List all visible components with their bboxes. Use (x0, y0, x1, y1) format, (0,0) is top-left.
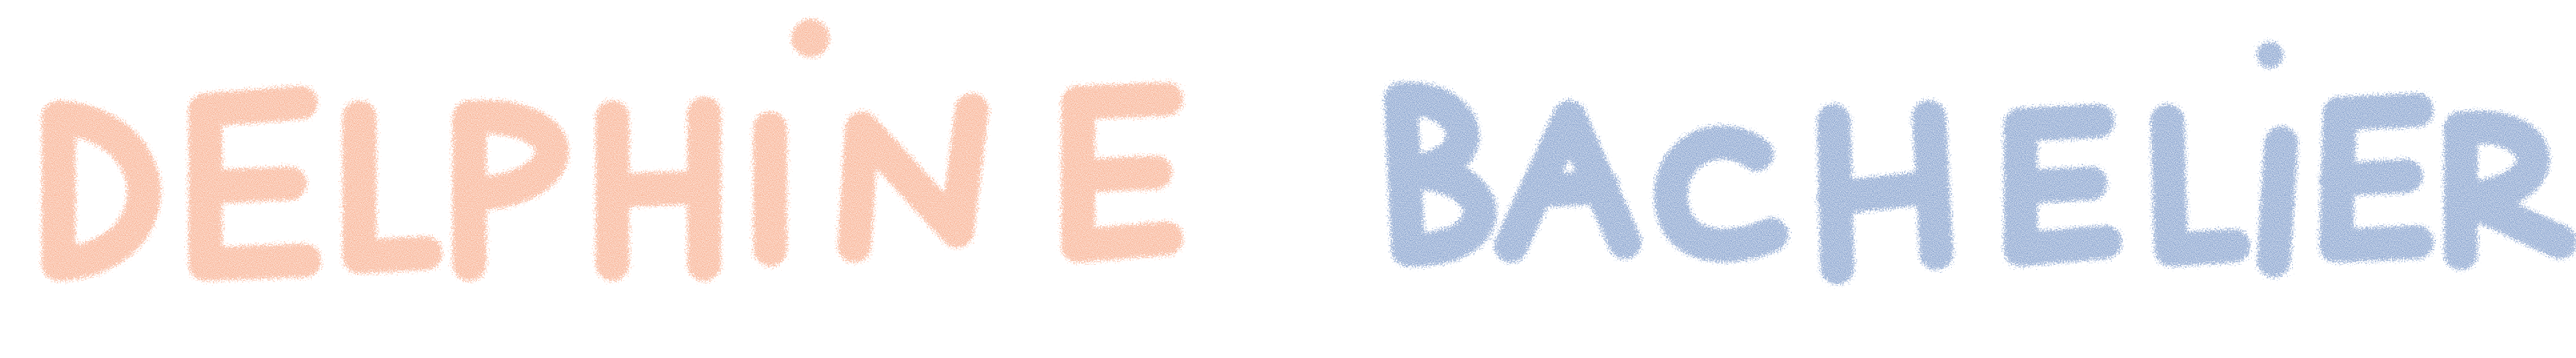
letter-h (596, 97, 721, 281)
letter-i-2-dot (2257, 42, 2283, 68)
first-name-lettering (42, 19, 1183, 281)
letter-i-dot (791, 19, 830, 57)
letter-h-2 (1817, 101, 1953, 285)
letter-e-3 (2004, 104, 2122, 266)
letter-n (838, 93, 989, 263)
letter-e-2 (1061, 82, 1183, 263)
last-name-text: BACHELIER (1898, 194, 2063, 227)
letter-a (1494, 101, 1642, 263)
letter-r (2444, 110, 2576, 270)
letter-e (189, 86, 321, 281)
letter-e-4 (2319, 93, 2434, 263)
letter-i-2 (2257, 126, 2298, 277)
last-name-lettering (1384, 42, 2576, 285)
letter-b (1384, 81, 1497, 267)
letter-l-2 (2151, 104, 2250, 266)
first-name-text: DELPHINE (543, 194, 689, 227)
letter-d (42, 101, 161, 281)
letter-c (1654, 125, 1788, 263)
letter-l (343, 101, 442, 274)
letter-p (453, 100, 569, 281)
